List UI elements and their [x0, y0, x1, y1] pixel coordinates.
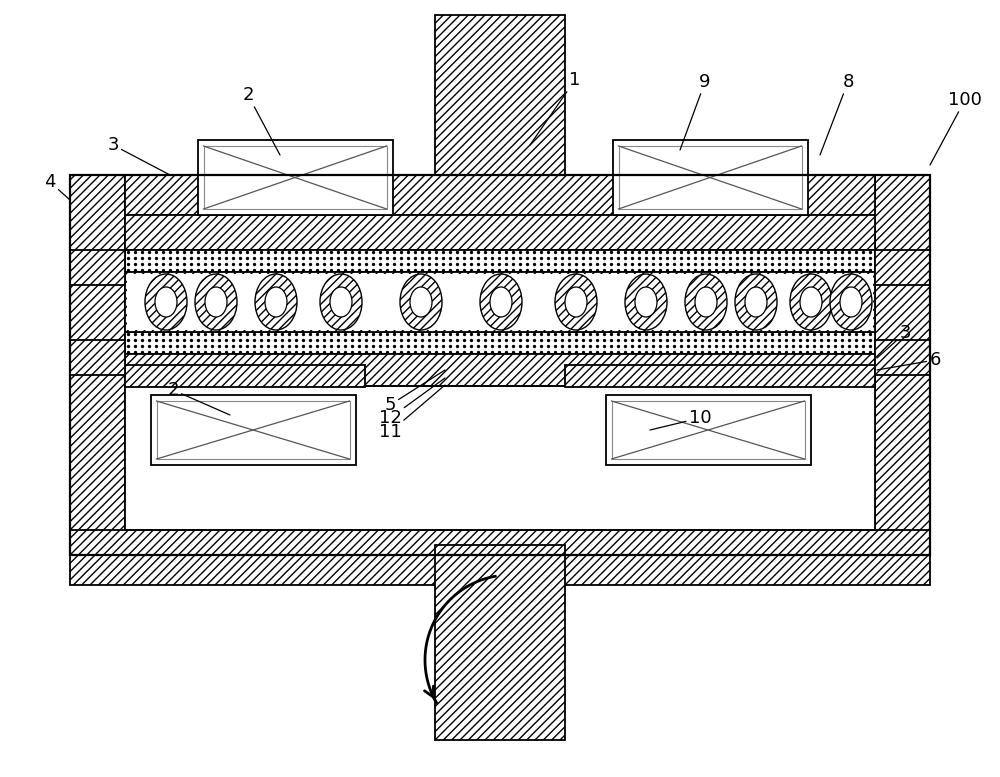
- Ellipse shape: [625, 274, 667, 330]
- Text: 2: 2: [167, 381, 230, 415]
- Ellipse shape: [565, 287, 587, 317]
- Polygon shape: [618, 146, 802, 209]
- Bar: [435, 545, 565, 740]
- Bar: [125, 175, 875, 215]
- Bar: [875, 340, 930, 375]
- Ellipse shape: [195, 274, 237, 330]
- Bar: [125, 215, 875, 250]
- Polygon shape: [606, 395, 810, 465]
- Ellipse shape: [800, 287, 822, 317]
- Polygon shape: [612, 401, 804, 459]
- Text: 4: 4: [44, 173, 70, 200]
- Text: 12: 12: [379, 378, 445, 427]
- Text: 5: 5: [384, 370, 445, 414]
- Ellipse shape: [410, 287, 432, 317]
- Bar: [125, 272, 875, 332]
- Polygon shape: [156, 401, 350, 459]
- Ellipse shape: [555, 274, 597, 330]
- Polygon shape: [612, 140, 808, 215]
- Bar: [875, 250, 930, 285]
- Bar: [565, 365, 875, 387]
- Ellipse shape: [830, 274, 872, 330]
- Ellipse shape: [490, 287, 512, 317]
- Ellipse shape: [695, 287, 717, 317]
- Ellipse shape: [265, 287, 287, 317]
- Bar: [127, 274, 873, 330]
- Text: 6: 6: [877, 351, 941, 370]
- Ellipse shape: [790, 274, 832, 330]
- Ellipse shape: [205, 287, 227, 317]
- Ellipse shape: [330, 287, 352, 317]
- Ellipse shape: [155, 287, 177, 317]
- Polygon shape: [204, 146, 386, 209]
- Ellipse shape: [400, 274, 442, 330]
- Text: 11: 11: [379, 385, 445, 441]
- Ellipse shape: [145, 274, 187, 330]
- Ellipse shape: [735, 274, 777, 330]
- Ellipse shape: [745, 287, 767, 317]
- Ellipse shape: [840, 287, 862, 317]
- Bar: [70, 530, 930, 585]
- Ellipse shape: [685, 274, 727, 330]
- Text: 1: 1: [530, 71, 581, 145]
- Text: 3: 3: [877, 324, 911, 358]
- Text: 2: 2: [242, 86, 280, 155]
- Bar: [125, 332, 875, 354]
- Bar: [435, 15, 565, 190]
- Bar: [125, 354, 875, 386]
- Ellipse shape: [635, 287, 657, 317]
- Text: 8: 8: [820, 73, 854, 155]
- Bar: [875, 175, 930, 555]
- Ellipse shape: [480, 274, 522, 330]
- Ellipse shape: [320, 274, 362, 330]
- Text: 10: 10: [650, 409, 711, 430]
- Bar: [70, 175, 125, 555]
- Polygon shape: [150, 395, 356, 465]
- Polygon shape: [198, 140, 392, 215]
- Bar: [125, 386, 875, 530]
- Bar: [70, 340, 125, 375]
- Bar: [70, 175, 930, 555]
- Text: 9: 9: [680, 73, 711, 150]
- Bar: [125, 365, 365, 387]
- Bar: [70, 250, 125, 285]
- Ellipse shape: [255, 274, 297, 330]
- Bar: [125, 250, 875, 272]
- Bar: [200, 175, 800, 197]
- Text: 3: 3: [107, 136, 170, 175]
- Text: 100: 100: [930, 91, 982, 165]
